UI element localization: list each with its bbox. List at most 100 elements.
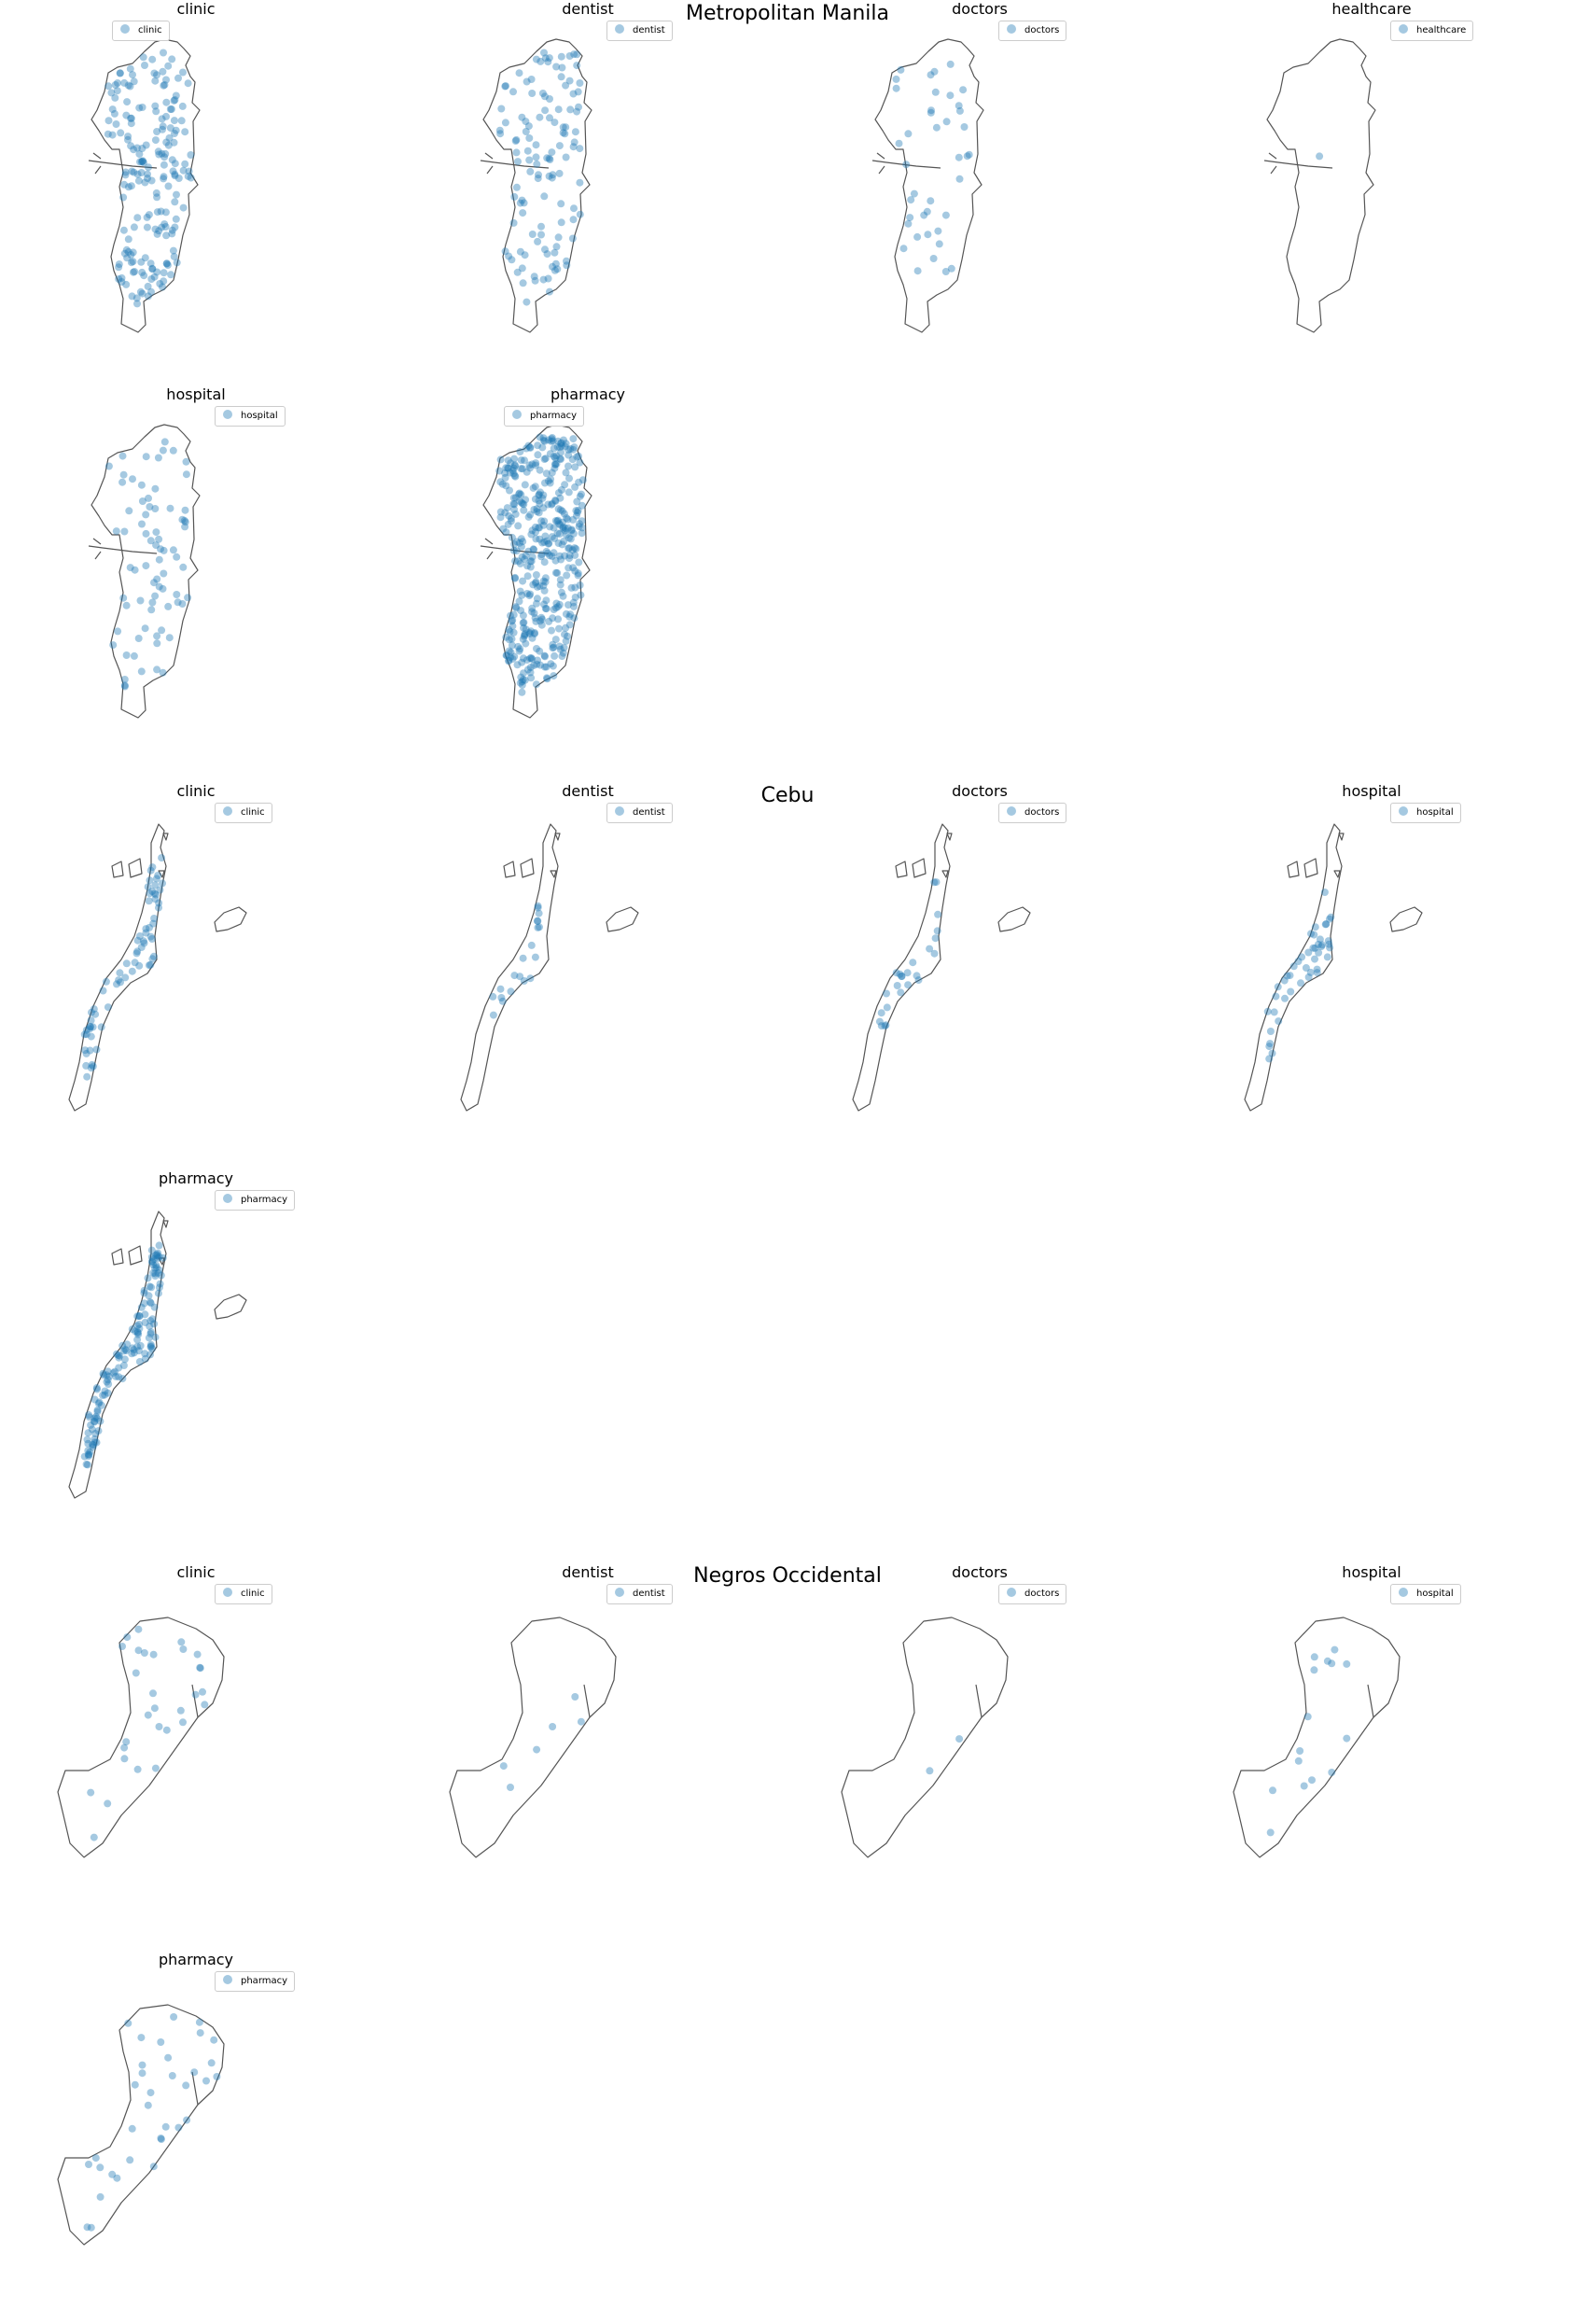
location-point [534, 237, 542, 245]
legend-marker-icon [615, 24, 624, 34]
location-point [533, 645, 540, 652]
location-point [127, 142, 135, 150]
location-point [86, 1448, 94, 1456]
location-point [179, 1718, 187, 1727]
location-point [137, 169, 146, 176]
location-point [551, 119, 559, 127]
location-point [527, 557, 536, 566]
location-point [559, 129, 567, 137]
location-point [179, 166, 188, 175]
location-point [170, 96, 178, 105]
location-point [511, 557, 520, 566]
location-point [549, 1723, 557, 1730]
location-point [151, 592, 160, 600]
location-point [556, 494, 564, 502]
location-point [144, 2101, 152, 2109]
location-point [540, 558, 549, 567]
location-point [168, 2072, 176, 2079]
river-line [480, 545, 550, 554]
location-point [145, 961, 153, 970]
location-point [104, 1376, 112, 1384]
location-point [516, 247, 524, 256]
location-point [562, 440, 570, 448]
location-point [541, 578, 550, 586]
location-point [1310, 1666, 1318, 1674]
location-point [155, 1723, 163, 1730]
location-point [558, 540, 566, 549]
location-point [562, 469, 570, 477]
location-point [164, 602, 173, 610]
location-point [155, 903, 162, 912]
location-point [576, 79, 584, 87]
location-point [519, 499, 527, 508]
panel-title: dentist [562, 0, 614, 18]
location-point [516, 645, 524, 653]
location-point [184, 172, 192, 180]
location-point [525, 630, 534, 638]
location-point [1316, 935, 1324, 944]
location-point [140, 1299, 148, 1308]
location-point [511, 472, 520, 481]
location-point [518, 678, 526, 686]
location-point [566, 610, 575, 619]
panel-title: pharmacy [550, 385, 626, 403]
location-point [162, 112, 170, 120]
map-svg [68, 1211, 247, 1499]
location-point [171, 198, 179, 206]
legend: clinic [215, 1584, 272, 1604]
location-point [150, 1320, 159, 1328]
location-point [555, 600, 564, 609]
location-point [532, 528, 539, 536]
location-point [1328, 1769, 1336, 1776]
location-point [131, 1327, 139, 1336]
location-point [532, 579, 539, 587]
location-point [532, 571, 540, 579]
location-point [564, 445, 573, 454]
location-point [80, 1030, 89, 1039]
location-point [92, 1384, 101, 1392]
location-point [515, 647, 523, 655]
location-point [517, 465, 525, 473]
location-point [1311, 944, 1319, 952]
location-point [135, 1358, 144, 1365]
location-point [162, 76, 170, 84]
boundary-outline [68, 823, 167, 1112]
location-point [528, 634, 537, 642]
location-point [519, 209, 527, 217]
location-point [181, 160, 189, 168]
boundary-outline [460, 823, 559, 1112]
location-point [530, 273, 538, 281]
location-point [1275, 1017, 1283, 1026]
location-point [551, 636, 560, 644]
location-point [112, 120, 120, 128]
location-point [159, 1253, 167, 1262]
location-point [148, 265, 157, 273]
location-point [556, 645, 564, 653]
location-point [538, 539, 547, 547]
river-line [92, 152, 102, 160]
location-point [557, 555, 565, 564]
location-point [146, 1317, 155, 1325]
legend-label: dentist [633, 807, 665, 818]
location-point [142, 141, 150, 149]
location-point [109, 1369, 118, 1377]
location-point [135, 961, 144, 970]
location-point [533, 1745, 541, 1754]
location-point [88, 1440, 96, 1449]
location-point [527, 941, 536, 949]
location-point [561, 526, 569, 535]
panel-title: pharmacy [158, 1169, 234, 1187]
location-point [526, 511, 535, 519]
location-point [103, 1378, 111, 1386]
location-point [537, 231, 545, 239]
location-point [1294, 1757, 1303, 1765]
map-panel-pharmacy: pharmacy pharmacy [392, 385, 784, 759]
location-point [531, 276, 539, 285]
location-point [133, 947, 142, 956]
location-point [134, 1625, 143, 1633]
location-point [496, 508, 505, 516]
location-point [146, 537, 155, 545]
boundary-outline [550, 870, 557, 878]
location-point [554, 603, 563, 611]
location-point [534, 917, 542, 925]
